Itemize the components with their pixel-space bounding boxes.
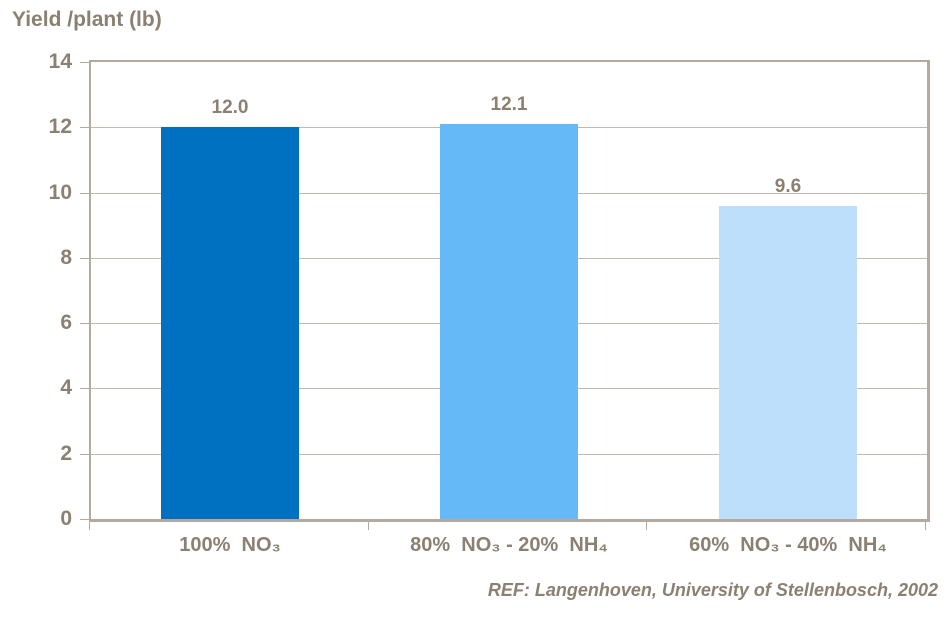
y-tick-label: 4 [60,376,72,399]
y-tick-mark [80,388,89,389]
x-tick-mark [368,522,369,530]
y-tick-label: 12 [48,115,72,138]
x-tick-mark [925,522,926,530]
bar [161,127,299,519]
bar-value-label: 9.6 [774,176,802,197]
y-tick-mark [80,62,89,63]
bar [440,124,578,519]
x-category-label: 100% NO₃ [179,534,281,556]
y-tick-mark [80,193,89,194]
y-tick-label: 0 [60,507,72,530]
plot-area: 12.0 12.1 9.6 [89,60,930,522]
y-tick-label: 8 [60,246,72,269]
y-tick-mark [80,323,89,324]
y-tick-mark [80,519,89,520]
y-tick-label: 10 [48,181,72,204]
y-tick-mark [80,258,89,259]
bar [719,206,857,519]
x-tick-mark [89,522,90,530]
y-tick-label: 6 [60,311,72,334]
x-category-label: 80% NO₃ - 20% NH₄ [410,534,608,556]
bar-value-label: 12.0 [211,97,249,118]
y-tick-label: 2 [60,442,72,465]
bar-value-label: 12.1 [490,94,528,115]
chart-title: Yield /plant (lb) [12,8,162,31]
ref-citation: REF: Langenhoven, University of Stellenb… [487,580,938,600]
y-tick-mark [80,127,89,128]
x-tick-mark [646,522,647,530]
y-tick-label: 14 [48,50,72,73]
y-tick-mark [80,454,89,455]
x-category-label: 60% NO₃ - 40% NH₄ [689,534,887,556]
